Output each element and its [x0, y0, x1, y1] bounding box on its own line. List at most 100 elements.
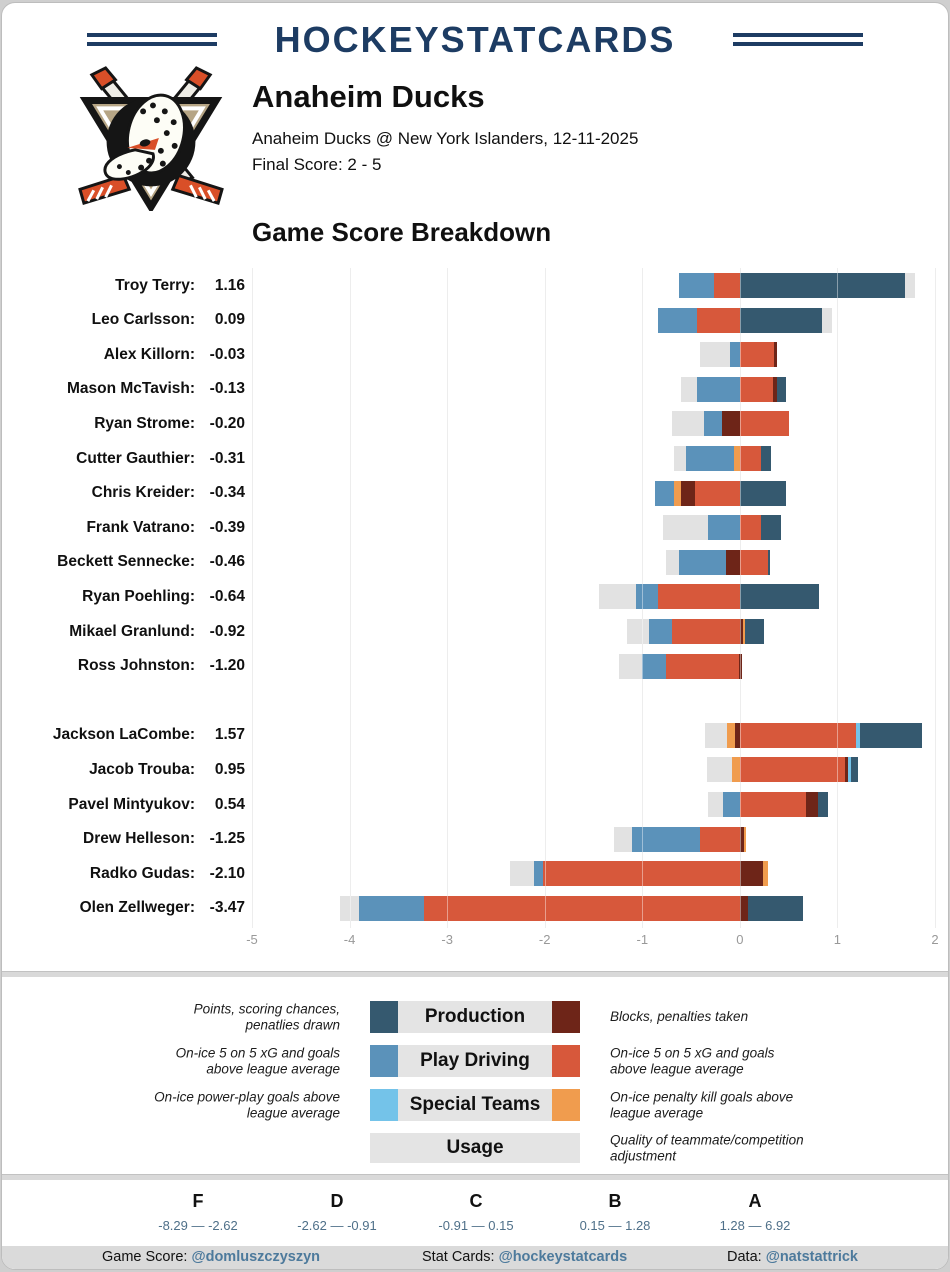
bar-segment-prodD: [774, 342, 777, 368]
bar-segment-prodD: [806, 792, 818, 817]
player-name: Drew Helleson:: [83, 830, 195, 848]
player-name: Radko Gudas:: [89, 864, 195, 882]
bar-segment-prodD: [739, 895, 748, 921]
player-row: Beckett Sennecke: -0.46: [20, 545, 935, 580]
bar-segment-prodO: [851, 757, 858, 783]
bar-segment-usage: [904, 273, 915, 298]
player-row: Cutter Gauthier: -0.31: [20, 441, 935, 476]
grade-A: A 1.28 — 6.92: [685, 1191, 825, 1233]
grade-C: C -0.91 — 0.15: [406, 1191, 546, 1233]
bar-segment-usage: [707, 792, 724, 817]
gridline-overlay: [837, 268, 839, 928]
grade-range: -2.62 — -0.91: [297, 1218, 377, 1233]
legend-offense-desc-play-driving: On-ice 5 on 5 xG and goals above league …: [175, 1045, 340, 1076]
bar-segment-playO: [533, 861, 543, 887]
bar-segment-stD: [763, 861, 769, 887]
x-tick-label: 0: [736, 932, 744, 947]
bar-segment-prodD: [726, 549, 740, 575]
bar-segment-playD: [739, 446, 762, 471]
bar-segment-usage: [613, 826, 632, 852]
gridline--3: [447, 268, 449, 928]
bar-segment-stO: [855, 722, 860, 748]
player-row: Troy Terry: 1.16: [20, 268, 935, 303]
player-row: Jackson LaCombe: 1.57: [20, 718, 935, 753]
player-game-score: 1.16: [214, 276, 245, 294]
bar-segment-playO: [359, 895, 424, 921]
player-name: Cutter Gauthier:: [76, 449, 195, 467]
bar-segment-playO: [703, 411, 723, 437]
bar-segment-playD: [699, 826, 740, 852]
grade-range: -0.91 — 0.15: [438, 1218, 514, 1233]
bar-segment-playD: [739, 342, 774, 368]
player-name: Troy Terry:: [115, 276, 195, 294]
gridline--4: [349, 268, 351, 928]
legend-swatch-defense-production: [552, 1001, 580, 1033]
team-title: Anaheim Ducks: [252, 79, 485, 114]
bar-segment-usage: [699, 342, 731, 368]
footer-credits: Game Score: @domluszczyszyn Stat Cards: @…: [2, 1246, 948, 1269]
bar-segment-playD: [714, 273, 740, 298]
bar-segment-stD: [734, 446, 740, 471]
bar-segment-stD: [743, 826, 746, 852]
brand-wordmark: HOCKEYSTATCARDS: [274, 19, 676, 60]
bar-segment-playO: [649, 619, 672, 644]
legend-label-special-teams: Special Teams: [398, 1089, 552, 1121]
grade-scale: F -8.29 — -2.62 D -2.62 — -0.91 C -0.91 — 0.1…: [2, 1191, 948, 1245]
player-game-score: -1.25: [209, 830, 245, 848]
legend-label-play-driving: Play Driving: [398, 1045, 552, 1077]
player-game-score: -0.64: [209, 587, 245, 605]
player-game-score: -0.31: [209, 449, 245, 467]
legend-label-production: Production: [398, 1001, 552, 1033]
legend-defense-desc-play-driving: On-ice 5 on 5 xG and goals above league …: [610, 1045, 775, 1076]
legend-row-production: Production: [370, 1001, 580, 1033]
final-score-line: Final Score: 2 - 5: [252, 155, 382, 174]
bar-segment-usage: [599, 584, 637, 610]
footer-handle-link[interactable]: @domluszczyszyn: [191, 1249, 321, 1265]
gridline-overlay: [349, 268, 351, 928]
bar-segment-playO: [707, 515, 740, 541]
player-row: Jacob Trouba: 0.95: [20, 752, 935, 787]
footer-label: Data:: [727, 1249, 766, 1265]
bar-segment-playO: [686, 446, 734, 471]
bar-segment-playO: [657, 307, 697, 333]
bar-segment-stD: [673, 480, 682, 506]
x-tick-label: -2: [538, 932, 551, 947]
legend-swatch-offense-special-teams: [370, 1089, 398, 1121]
footer-handle-link[interactable]: @hockeystatcards: [498, 1249, 628, 1265]
gridline-overlay: [935, 268, 936, 928]
player-label: Mikael Granlund: -0.92: [20, 614, 245, 649]
bar-segment-usage: [665, 549, 680, 575]
player-row: Ross Johnston: -1.20: [20, 649, 935, 684]
player-row: Drew Helleson: -1.25: [20, 822, 935, 857]
bar-segment-stO: [848, 757, 852, 783]
footer-handle-link[interactable]: @natstattrick: [765, 1249, 858, 1265]
player-row: Mikael Granlund: -0.92: [20, 614, 935, 649]
bar-segment-prodD: [739, 619, 743, 644]
player-row: Alex Killorn: -0.03: [20, 337, 935, 372]
player-name: Pavel Mintyukov:: [68, 795, 195, 813]
bar-segment-stD: [727, 722, 735, 748]
bar-segment-usage: [821, 307, 832, 333]
bar-segment-prodO: [739, 273, 905, 298]
player-label: Ross Johnston: -1.20: [20, 649, 245, 684]
legend-swatch-offense-play-driving: [370, 1045, 398, 1077]
matchup-line: Anaheim Ducks @ New York Islanders, 12-1…: [252, 129, 639, 148]
footer-item: Game Score: @domluszczyszyn: [102, 1246, 320, 1269]
player-label: Beckett Sennecke: -0.46: [20, 545, 245, 580]
player-game-score: 0.54: [214, 795, 245, 813]
footer-label: Game Score:: [102, 1249, 192, 1265]
player-game-score: -0.92: [209, 622, 245, 640]
bar-segment-prodD: [734, 722, 740, 748]
bar-segment-stD: [742, 619, 745, 644]
x-tick-label: -1: [636, 932, 649, 947]
bar-segment-prodO: [739, 480, 786, 506]
player-row: Chris Kreider: -0.34: [20, 476, 935, 511]
player-label: Leo Carlsson: 0.09: [20, 303, 245, 338]
brand-decor-line-left: [87, 33, 217, 46]
player-game-score: -0.34: [209, 484, 245, 502]
player-name: Ryan Poehling:: [82, 587, 195, 605]
bar-segment-playO: [730, 342, 740, 368]
player-label: Jacob Trouba: 0.95: [20, 752, 245, 787]
gridline-overlay: [642, 268, 644, 928]
player-name: Alex Killorn:: [103, 345, 195, 363]
